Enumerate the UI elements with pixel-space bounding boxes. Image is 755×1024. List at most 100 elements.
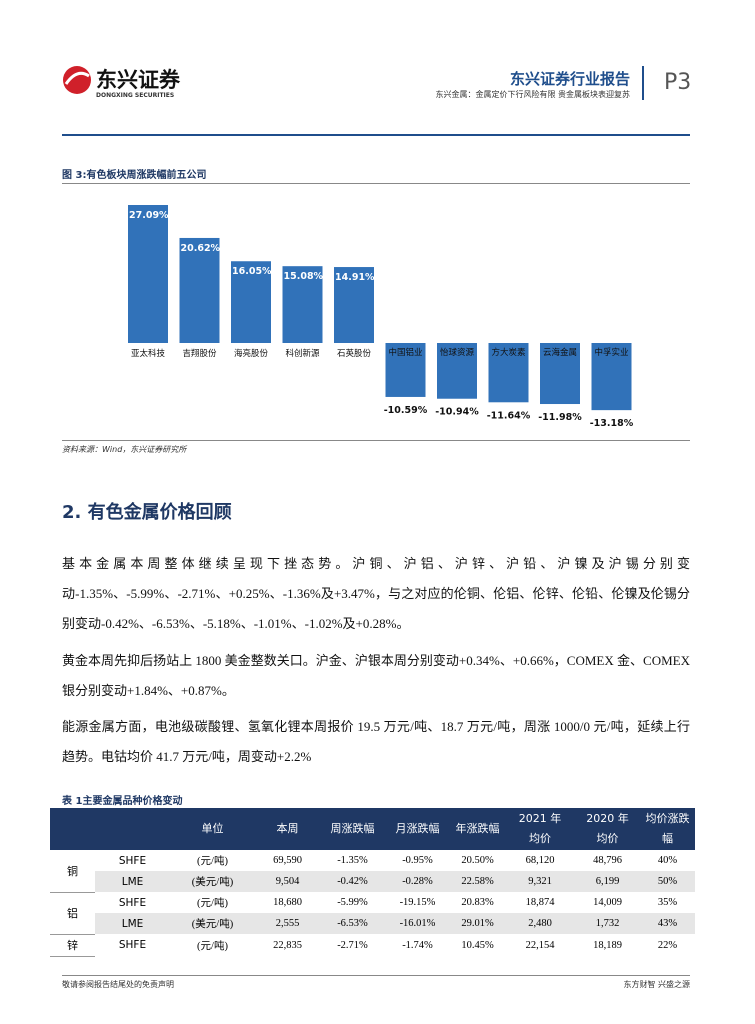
bar <box>488 343 529 403</box>
data-cell: LME <box>95 871 170 892</box>
data-cell: (元/吨) <box>197 940 228 952</box>
data-cell: 35% <box>657 897 678 908</box>
data-row: LME (美元/吨) 2,555 -6.53% -16.01% 29.01% 2,480 1,… <box>50 913 695 934</box>
data-cell: -6.53% <box>320 913 385 934</box>
data-cell: SHFE <box>118 939 147 951</box>
header-cell: 周涨跌幅 <box>320 808 385 850</box>
data-cell: LME <box>95 913 170 934</box>
header-cell: 本周 <box>255 808 320 850</box>
source-rule <box>62 440 690 441</box>
data-cell: (美元/吨) <box>170 913 255 934</box>
data-cell: 9,504 <box>255 871 320 892</box>
report-subtitle: 东兴金属：金属定价下行风险有限 贵金属板块表迎复苏 <box>435 90 630 99</box>
figure-title: 图 3:有色板块周涨跌幅前五公司 <box>62 170 207 181</box>
data-cell: 40% <box>657 855 678 866</box>
category-label: 中国铝业 <box>388 347 422 358</box>
bar <box>437 343 477 399</box>
value-label: -13.18% <box>590 418 634 429</box>
header-text: 月涨跌幅 <box>395 822 440 835</box>
value-label: 15.08% <box>284 271 324 282</box>
data-cell: 9,321 <box>505 871 575 892</box>
logo-name: 东兴证券 <box>96 68 180 92</box>
header-divider <box>642 66 644 100</box>
data-cell: 2,555 <box>255 913 320 934</box>
header-cell: 均价涨跌幅 <box>640 808 695 850</box>
data-cell: (元/吨) <box>197 898 228 909</box>
category-label: 云海金属 <box>543 347 577 358</box>
figure-rule <box>62 183 690 184</box>
data-cell: 48,796 <box>593 855 622 866</box>
section-heading: 2. 有色金属价格回顾 <box>62 502 232 523</box>
bar <box>591 343 632 411</box>
header-cell <box>50 808 170 850</box>
data-cell: 29.01% <box>450 913 505 934</box>
data-cell: 22,835 <box>273 939 302 951</box>
data-cell: -0.28% <box>385 871 450 892</box>
data-cell: -2.71% <box>337 939 368 951</box>
data-cell: -1.35% <box>337 855 368 866</box>
header-cell: 单位 <box>170 808 255 850</box>
data-row: LME (美元/吨) 9,504 -0.42% -0.28% 22.58% 9,321 6,1… <box>50 871 695 892</box>
data-cell: 22.58% <box>450 871 505 892</box>
data-cell: 50% <box>640 871 695 892</box>
value-label: 16.05% <box>232 266 272 277</box>
category-label: 石英股份 <box>337 348 372 359</box>
header-text: 2021 年均价 <box>518 812 562 845</box>
paragraph: 基本金属本周整体继续呈现下挫态势。沪铜、沪铝、沪锌、沪铅、沪镍及沪锡分别变动-1… <box>62 556 690 631</box>
header-text: 本周 <box>276 822 299 835</box>
header-text: 均价涨跌幅 <box>645 812 690 845</box>
logo-mark <box>63 66 91 94</box>
category-label: 海亮股份 <box>234 348 269 359</box>
footer-slogan: 东方财智 兴盛之源 <box>623 980 690 989</box>
data-cell: 20.83% <box>461 897 494 908</box>
header-row: 单位 本周 周涨跌幅 月涨跌幅 年涨跌幅 2021 年均价 2020 年均价 均价涨跌幅 <box>50 808 695 850</box>
data-cell: 2,480 <box>505 913 575 934</box>
header-text: 年涨跌幅 <box>455 822 500 835</box>
category-label: 吉翔股份 <box>182 348 217 359</box>
group-cell: 铝 <box>50 892 95 935</box>
header-cell: 2021 年均价 <box>505 808 575 850</box>
data-cell: 69,590 <box>273 855 302 866</box>
bar <box>231 261 271 343</box>
data-cell: SHFE <box>118 854 147 867</box>
data-cell: -0.95% <box>402 855 433 866</box>
chart: 27.09% 亚太科技 20.62% 吉翔股份 16.05% 海亮股份 15.08% 科创新源… <box>128 205 634 429</box>
data-cell: 20.50% <box>461 855 494 866</box>
data-cell: -0.42% <box>320 871 385 892</box>
data-cell: SHFE <box>118 896 147 909</box>
header-cell: 年涨跌幅 <box>450 808 505 850</box>
value-label: 27.09% <box>129 210 169 221</box>
paragraph: 能源金属方面，电池级碳酸锂、氢氧化锂本周报价 19.5 万元/吨、18.7 万元… <box>62 719 690 764</box>
data-cell: 18,680 <box>273 897 302 908</box>
data-cell: 43% <box>640 913 695 934</box>
value-label: -11.98% <box>538 412 582 423</box>
category-label: 科创新源 <box>285 348 320 359</box>
data-cell: 68,120 <box>525 855 555 866</box>
value-label: -11.64% <box>487 410 531 421</box>
report-title: 东兴证券行业报告 <box>509 70 630 88</box>
value-label: 14.91% <box>335 272 375 283</box>
header-rule <box>62 134 690 136</box>
bar <box>334 267 374 343</box>
data-cell: -1.74% <box>402 939 433 951</box>
paragraph: 黄金本周先抑后扬站上 1800 美金整数关口。沪金、沪银本周分别变动+0.34%… <box>62 653 690 698</box>
bar <box>282 266 323 343</box>
category-label: 中孚实业 <box>594 347 628 358</box>
data-cell: 22% <box>657 939 678 951</box>
category-label: 怡球资源 <box>440 347 475 358</box>
figure-source: 资料来源：Wind，东兴证券研究所 <box>62 445 187 454</box>
data-cell: (美元/吨) <box>170 871 255 892</box>
group-cell: 铜 <box>50 850 95 893</box>
price-table: 单位 本周 周涨跌幅 月涨跌幅 年涨跌幅 2021 年均价 2020 年均价 均价涨跌幅铜 SH… <box>50 808 695 957</box>
data-row: 铜 SHFE (元/吨) 69,590 -1.35% -0.95% 20.50% 68,120… <box>50 850 695 893</box>
category-label: 方大炭素 <box>491 347 526 358</box>
data-cell: 22,154 <box>525 939 555 951</box>
group-cell: 锌 <box>50 934 95 957</box>
value-label: 20.62% <box>181 243 221 254</box>
page-number: P3 <box>664 70 692 95</box>
data-cell: 10.45% <box>461 939 494 951</box>
data-cell: -16.01% <box>385 913 450 934</box>
footer-note: 敬请参阅报告结尾处的免责声明 <box>62 980 174 989</box>
data-cell: -5.99% <box>337 897 368 908</box>
